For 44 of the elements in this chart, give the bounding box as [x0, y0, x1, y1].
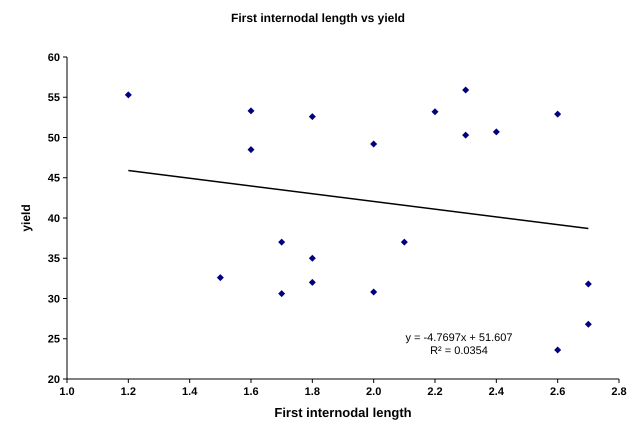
- chart-title: First internodal length vs yield: [230, 11, 406, 25]
- x-tick-label: 2.2: [427, 386, 443, 398]
- point: [308, 113, 316, 120]
- annotation: R² = 0.0354: [430, 345, 488, 357]
- y-tick-label: 60: [48, 52, 60, 64]
- point: [308, 278, 316, 286]
- point: [462, 86, 470, 94]
- x-axis-title: First internodal length: [274, 405, 412, 420]
- point: [400, 238, 408, 246]
- point: [216, 274, 224, 282]
- point: [584, 320, 592, 328]
- x-tick-label: 1.8: [304, 386, 320, 398]
- x-tick-label: 2.4: [488, 386, 505, 398]
- point: [248, 107, 254, 114]
- point: [370, 288, 378, 296]
- point: [370, 140, 378, 148]
- y-tick-label: 30: [48, 293, 60, 306]
- y-axis-title: yield: [19, 204, 33, 232]
- x-tick-label: 1.4: [182, 386, 198, 398]
- point: [554, 110, 562, 118]
- annotation: y = -4.7697x + 51.607: [405, 332, 513, 344]
- point: [248, 146, 254, 154]
- y-tick-label: 45: [48, 172, 60, 185]
- point: [308, 254, 316, 262]
- point: [584, 280, 592, 288]
- x-tick-label: 1.0: [59, 386, 75, 398]
- x-tick-label: 2.0: [366, 386, 382, 398]
- point: [432, 108, 438, 116]
- point: [278, 238, 286, 246]
- point: [124, 91, 132, 98]
- y-tick-label: 25: [48, 334, 60, 346]
- x-tick-label: 2.6: [550, 386, 566, 398]
- point: [462, 132, 470, 139]
- x-tick-label: 1.2: [120, 386, 136, 398]
- x-tick-label: 1.6: [243, 386, 259, 398]
- y-tick-label: 35: [48, 253, 60, 266]
- point: [278, 290, 286, 298]
- x-tick-label: 2.8: [611, 386, 627, 398]
- y-tick-label: 40: [48, 212, 60, 225]
- y-tick-label: 55: [48, 92, 60, 104]
- point: [492, 128, 500, 136]
- y-tick-label: 50: [48, 132, 60, 144]
- point: [554, 346, 562, 354]
- y-tick-label: 20: [48, 374, 60, 386]
